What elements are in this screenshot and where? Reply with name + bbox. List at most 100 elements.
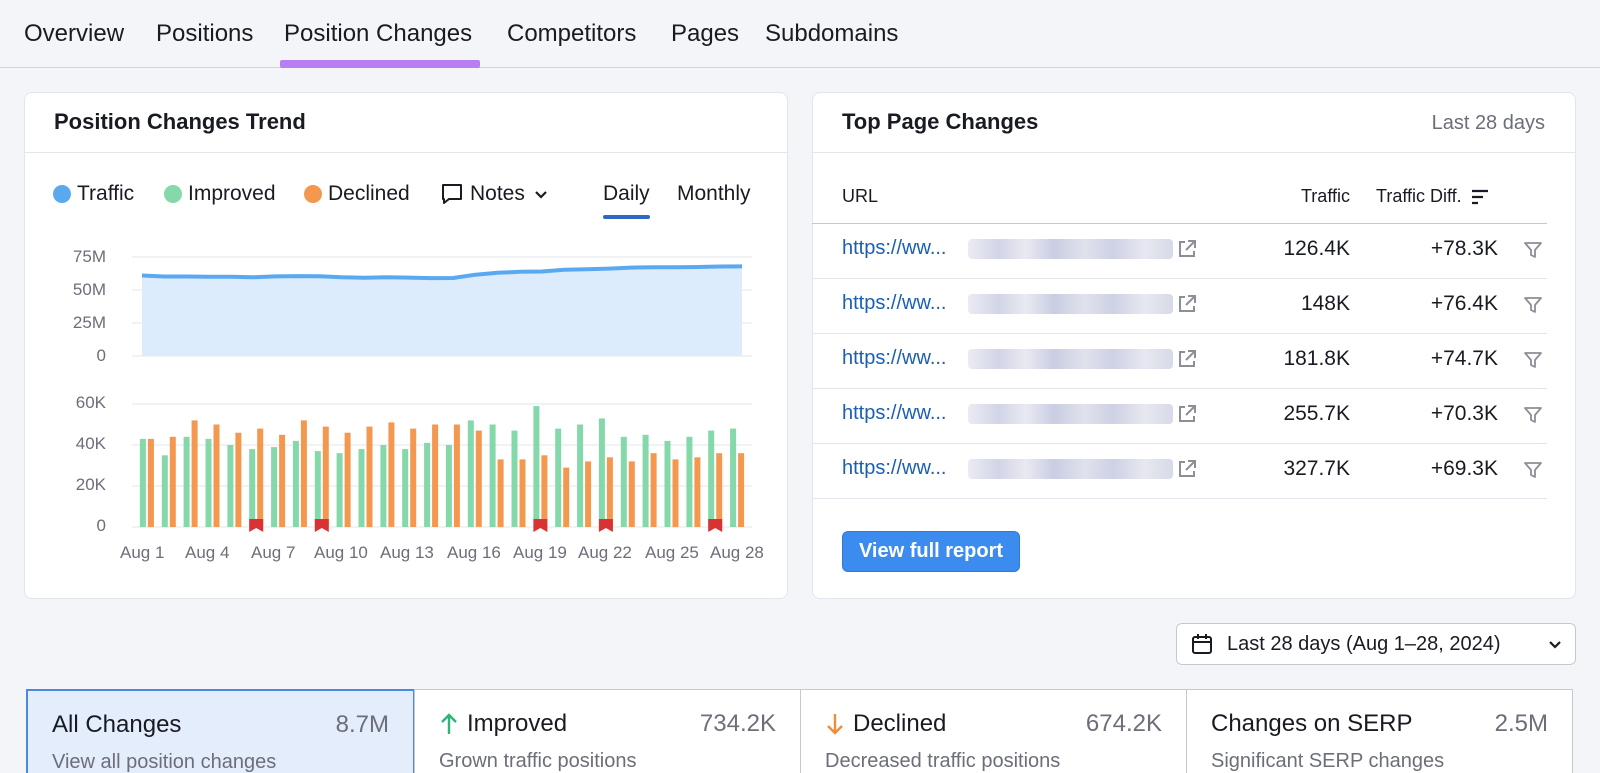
filter-icon[interactable] bbox=[1523, 460, 1543, 480]
external-link-icon[interactable] bbox=[1176, 348, 1198, 370]
report-tabs: Overview Positions Position Changes Comp… bbox=[0, 0, 1600, 68]
top-pages-title: Top Page Changes bbox=[842, 109, 1039, 134]
declined-dot bbox=[304, 185, 322, 203]
declined-bar bbox=[191, 420, 198, 527]
declined-bar bbox=[279, 434, 286, 528]
stat-title: Improved bbox=[467, 710, 568, 737]
date-range-selector[interactable]: Last 28 days (Aug 1–28, 2024) bbox=[1176, 623, 1576, 665]
declined-bar bbox=[322, 426, 329, 528]
redacted-url bbox=[968, 349, 1173, 369]
tab-positions[interactable]: Positions bbox=[156, 20, 254, 47]
divider bbox=[813, 152, 1575, 153]
filter-icon[interactable] bbox=[1523, 295, 1543, 315]
x-tick-label: Aug 19 bbox=[513, 543, 567, 562]
comment-icon bbox=[442, 184, 462, 204]
tab-competitors[interactable]: Competitors bbox=[507, 20, 637, 47]
daily-switch[interactable]: Daily bbox=[603, 182, 650, 219]
stat-title: All Changes bbox=[52, 711, 182, 738]
page-url-link[interactable]: https://ww... bbox=[842, 292, 947, 314]
legend-traffic[interactable]: Traffic bbox=[53, 182, 134, 206]
external-link-icon[interactable] bbox=[1176, 403, 1198, 425]
tab-position-changes[interactable]: Position Changes bbox=[279, 20, 481, 68]
declined-bar bbox=[606, 457, 613, 527]
improved-bar bbox=[424, 442, 431, 527]
stat-subtitle: Grown traffic positions bbox=[439, 750, 637, 772]
declined-bar bbox=[169, 436, 176, 527]
y-tick-traffic: 75M bbox=[72, 247, 106, 266]
declined-bar bbox=[672, 459, 679, 528]
declined-bar bbox=[453, 424, 460, 527]
stat-declined[interactable]: Declined 674.2K Decreased traffic positi… bbox=[800, 689, 1187, 773]
external-link-icon[interactable] bbox=[1176, 458, 1198, 480]
declined-bar bbox=[563, 467, 570, 528]
declined-bar bbox=[519, 459, 526, 528]
tab-overview[interactable]: Overview bbox=[24, 20, 125, 47]
view-full-report-button[interactable]: View full report bbox=[842, 531, 1020, 572]
page-url-link[interactable]: https://ww... bbox=[842, 347, 947, 369]
declined-bar bbox=[694, 457, 701, 527]
page-url-link[interactable]: https://ww... bbox=[842, 237, 947, 259]
traffic-value: 181.8K bbox=[1283, 347, 1350, 370]
tab-subdomains[interactable]: Subdomains bbox=[765, 20, 899, 47]
stat-all-changes[interactable]: All Changes 8.7M View all position chang… bbox=[26, 689, 415, 773]
traffic-column-header[interactable]: Traffic bbox=[1300, 186, 1350, 206]
declined-bar bbox=[366, 426, 373, 528]
header-divider bbox=[812, 223, 1547, 224]
notes-label: Notes bbox=[470, 182, 525, 205]
improved-bar bbox=[139, 438, 146, 528]
declined-bar bbox=[650, 453, 657, 527]
improved-bar bbox=[620, 436, 627, 527]
declined-bar bbox=[628, 461, 635, 527]
url-column-header: URL bbox=[842, 186, 879, 206]
legend-improved[interactable]: Improved bbox=[164, 182, 276, 206]
x-tick-label: Aug 16 bbox=[447, 543, 501, 562]
y-tick-changes: 20K bbox=[75, 475, 106, 494]
declined-bar bbox=[541, 455, 548, 528]
page-url-link[interactable]: https://ww... bbox=[842, 402, 947, 424]
improved-bar bbox=[249, 449, 256, 527]
traffic-diff-label: Traffic Diff. bbox=[1376, 186, 1462, 206]
stat-changes-on-serp[interactable]: Changes on SERP 2.5M Significant SERP ch… bbox=[1186, 689, 1573, 773]
traffic-diff-value: +70.3K bbox=[1430, 402, 1498, 425]
note-flag-icon bbox=[249, 519, 264, 532]
top-page-changes-card: Top Page Changes Last 28 days bbox=[812, 92, 1576, 599]
stat-subtitle: Decreased traffic positions bbox=[825, 750, 1061, 772]
improved-bar bbox=[642, 434, 649, 528]
tab-pages[interactable]: Pages bbox=[671, 20, 740, 47]
improved-bar bbox=[205, 438, 212, 528]
stat-improved[interactable]: Improved 734.2K Grown traffic positions bbox=[414, 689, 801, 773]
legend-improved-label: Improved bbox=[188, 182, 276, 205]
filter-icon[interactable] bbox=[1523, 240, 1543, 260]
improved-bar bbox=[314, 451, 321, 527]
improved-bar bbox=[730, 428, 737, 527]
stat-value: 2.5M bbox=[1494, 710, 1548, 737]
redacted-url bbox=[968, 294, 1173, 314]
external-link-icon[interactable] bbox=[1176, 293, 1198, 315]
arrow-down-icon bbox=[827, 714, 843, 735]
filter-icon[interactable] bbox=[1523, 405, 1543, 425]
traffic-diff-column-header[interactable]: Traffic Diff. bbox=[1376, 186, 1490, 207]
improved-bar bbox=[577, 424, 584, 527]
notes-dropdown[interactable]: Notes bbox=[440, 182, 549, 206]
filter-icon[interactable] bbox=[1523, 350, 1543, 370]
improved-bar bbox=[533, 406, 540, 528]
declined-bar bbox=[475, 430, 482, 527]
declined-bar bbox=[300, 420, 307, 527]
traffic-value: 255.7K bbox=[1283, 402, 1350, 425]
sort-icon[interactable] bbox=[1470, 188, 1490, 206]
page-url-link[interactable]: https://ww... bbox=[842, 457, 947, 479]
declined-bar bbox=[257, 428, 264, 527]
y-tick-changes: 40K bbox=[75, 434, 106, 453]
x-tick-label: Aug 22 bbox=[578, 543, 632, 562]
y-tick-changes: 60K bbox=[75, 393, 106, 412]
y-tick-changes: 0 bbox=[96, 516, 106, 535]
declined-bar bbox=[497, 459, 504, 528]
external-link-icon[interactable] bbox=[1176, 238, 1198, 260]
legend-declined[interactable]: Declined bbox=[304, 182, 410, 206]
row-divider bbox=[812, 498, 1547, 499]
traffic-diff-value: +78.3K bbox=[1430, 237, 1498, 260]
monthly-switch[interactable]: Monthly bbox=[677, 182, 751, 205]
traffic-diff-value: +76.4K bbox=[1430, 292, 1498, 315]
stat-title: Declined bbox=[853, 710, 947, 737]
